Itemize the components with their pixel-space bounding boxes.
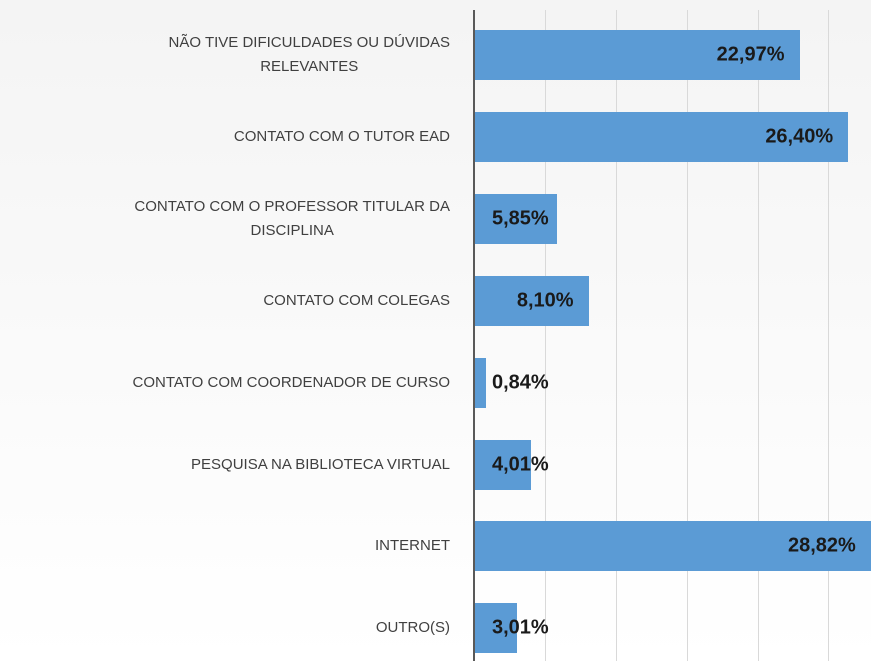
grid-line xyxy=(615,10,617,661)
grid-line xyxy=(686,10,688,661)
category-label: PESQUISA NA BIBLIOTECA VIRTUAL xyxy=(191,455,450,473)
grid-line xyxy=(828,10,830,661)
grid-line xyxy=(544,10,546,661)
bar xyxy=(474,357,486,408)
data-label: 5,85% xyxy=(492,207,549,230)
category-label: CONTATO COM COORDENADOR DE CURSO xyxy=(132,373,450,391)
bar xyxy=(474,111,849,162)
category-label: INTERNET xyxy=(375,537,450,555)
data-label: 3,01% xyxy=(492,616,549,639)
bar xyxy=(474,193,557,244)
bar xyxy=(474,439,531,490)
bar xyxy=(474,603,517,654)
data-label: 0,84% xyxy=(492,371,549,394)
category-label: CONTATO COM COLEGAS xyxy=(263,291,450,309)
bar xyxy=(474,30,800,80)
category-label: CONTATO COM O TUTOR EAD xyxy=(233,127,450,145)
bar xyxy=(474,521,871,572)
category-label: OUTRO(S) xyxy=(375,619,450,637)
data-label: 8,10% xyxy=(516,289,574,312)
data-label: 22,97% xyxy=(716,43,785,66)
grid-line xyxy=(757,10,759,661)
category-label: NÃO TIVE DIFICULDADES OU DÚVIDAS RELEVAN… xyxy=(168,34,450,75)
y-axis xyxy=(473,10,475,661)
data-label: 4,01% xyxy=(492,453,549,475)
data-label: 26,40% xyxy=(765,125,834,148)
bar xyxy=(474,275,589,326)
data-label: 28,82% xyxy=(788,534,856,557)
category-label: CONTATO COM O PROFESSOR TITULAR DA DISCI… xyxy=(134,197,450,239)
